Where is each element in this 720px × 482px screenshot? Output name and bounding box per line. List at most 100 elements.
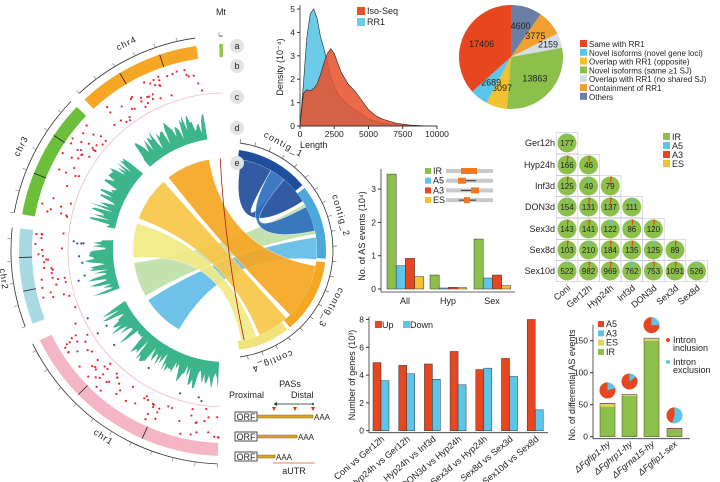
axis-tick bbox=[318, 303, 323, 307]
legend-label: A5 bbox=[433, 176, 444, 186]
axis-tick bbox=[314, 187, 319, 190]
snp-dot bbox=[40, 236, 43, 240]
chromosome-band bbox=[39, 334, 219, 456]
snp-dot bbox=[207, 431, 210, 434]
contig-axis bbox=[239, 142, 334, 358]
contig-segment bbox=[284, 261, 326, 328]
cell-pie-minor-slice bbox=[631, 219, 634, 229]
cell-border bbox=[599, 175, 622, 198]
legend-swatch bbox=[663, 133, 670, 140]
snp-dot bbox=[119, 119, 123, 122]
bar-ir bbox=[667, 429, 682, 437]
x-tick-label: Hyp bbox=[440, 296, 456, 306]
snp-dot bbox=[81, 153, 84, 156]
snp-dot bbox=[50, 271, 53, 275]
snp-dot bbox=[77, 157, 80, 160]
expression-density-track-d bbox=[102, 300, 220, 389]
chromosome-chr1: chr1 bbox=[32, 300, 220, 468]
snp-dot bbox=[216, 416, 219, 419]
bar-axes bbox=[380, 169, 515, 293]
intron-pie bbox=[643, 317, 660, 334]
axis-tick bbox=[57, 109, 62, 113]
axis-tick bbox=[171, 457, 174, 462]
snp-dot bbox=[37, 253, 40, 256]
chromosome-axis bbox=[13, 101, 72, 213]
x-tick-label: 7500 bbox=[393, 129, 412, 139]
snp-dot bbox=[71, 137, 74, 140]
orf-label: ORF bbox=[237, 432, 257, 442]
cell-value: 762 bbox=[625, 267, 639, 276]
bar-down bbox=[432, 379, 441, 431]
snp-dot bbox=[95, 144, 98, 147]
snp-dot bbox=[131, 385, 135, 388]
centromere-mark bbox=[53, 135, 65, 143]
arrow-end bbox=[312, 403, 314, 405]
snp-dot bbox=[130, 95, 134, 99]
snp-dot bbox=[145, 395, 148, 398]
track-label-b: b bbox=[230, 59, 244, 73]
snp-dot bbox=[105, 380, 108, 384]
axis-tick bbox=[150, 450, 153, 455]
y-tick-label: 0 bbox=[290, 121, 295, 131]
cell-border bbox=[620, 196, 643, 219]
cell-pie-minor-slice bbox=[675, 261, 677, 271]
pie-value-label: 4600 bbox=[511, 21, 531, 31]
utr bbox=[256, 454, 276, 459]
snp-dot bbox=[195, 431, 198, 434]
bar-a3 bbox=[448, 287, 458, 290]
pie-value-label: 3097 bbox=[492, 83, 512, 93]
snp-dot bbox=[40, 233, 44, 236]
distal-label: Distal bbox=[291, 390, 314, 400]
centromere-mark bbox=[33, 172, 47, 179]
pie-slice-inclusion bbox=[643, 317, 660, 334]
cell-value: 135 bbox=[625, 246, 639, 255]
matrix-cell: 184 bbox=[599, 239, 622, 262]
axis-tick bbox=[44, 369, 48, 373]
matrix-cell: 125 bbox=[642, 239, 665, 262]
chromosome-label: Mt bbox=[216, 7, 226, 17]
snp-dot bbox=[197, 82, 200, 85]
cell-pie-minor-slice bbox=[610, 176, 612, 186]
snp-dot bbox=[74, 306, 77, 309]
matrix-cell: 141 bbox=[577, 218, 600, 241]
cell-border bbox=[685, 259, 708, 282]
polya-label: AAA bbox=[298, 433, 315, 442]
legend-label: IR bbox=[606, 347, 616, 357]
chord-ribbon bbox=[138, 181, 287, 336]
transcript-isoform: ORF AAA bbox=[234, 431, 315, 442]
snp-dot bbox=[76, 340, 79, 343]
bar-outline bbox=[643, 337, 660, 437]
snp-dot bbox=[50, 267, 53, 270]
legend-swatch bbox=[580, 75, 587, 83]
pie-slice bbox=[506, 47, 563, 110]
bar-a5 bbox=[482, 277, 493, 290]
cell-value: 111 bbox=[626, 203, 639, 212]
snp-dot bbox=[159, 97, 162, 100]
variant-dot bbox=[200, 399, 203, 403]
y-tick-label: 3 bbox=[371, 184, 376, 194]
bar-ir bbox=[429, 274, 440, 290]
snp-dot bbox=[95, 385, 98, 388]
pie-slice bbox=[486, 57, 511, 109]
axis-tick bbox=[331, 230, 336, 232]
legend-label: A3 bbox=[433, 185, 444, 195]
pie-slice bbox=[511, 14, 558, 57]
cell-value: 753 bbox=[647, 267, 661, 276]
snp-dot bbox=[41, 286, 44, 290]
variant-dot bbox=[147, 366, 150, 370]
snp-dot bbox=[203, 419, 206, 423]
snp-dot bbox=[70, 142, 73, 145]
alt-exon bbox=[458, 177, 466, 184]
centromere-mark bbox=[141, 426, 148, 439]
contig-segment bbox=[237, 149, 303, 191]
snp-dot bbox=[43, 266, 46, 270]
snp-dot bbox=[77, 175, 81, 178]
snp-dot bbox=[46, 258, 50, 261]
cell-value: 969 bbox=[604, 267, 618, 276]
cell-value: 49 bbox=[584, 182, 593, 191]
cell-value: 154 bbox=[560, 203, 574, 212]
track-label-d: d bbox=[230, 121, 244, 135]
axis-tick bbox=[153, 43, 156, 48]
track-label: c bbox=[235, 92, 240, 102]
